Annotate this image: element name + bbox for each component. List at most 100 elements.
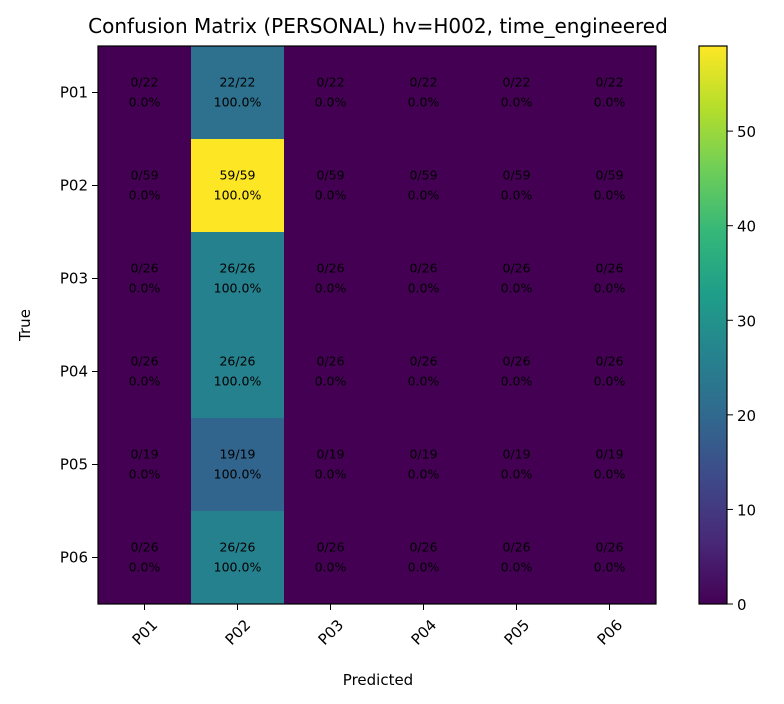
- cell-percent-label: 0.0%: [315, 467, 347, 482]
- heatmap-cell: [191, 325, 285, 419]
- heatmap-cell: [377, 511, 471, 605]
- cell-count-label: 0/19: [502, 447, 530, 462]
- cell-percent-label: 0.0%: [129, 467, 161, 482]
- cell-percent-label: 0.0%: [129, 95, 161, 110]
- cell-percent-label: 0.0%: [594, 95, 626, 110]
- cell-percent-label: 0.0%: [315, 560, 347, 575]
- heatmap-cell: [284, 139, 378, 233]
- cell-count-label: 0/26: [595, 354, 623, 369]
- cell-count-label: 26/26: [219, 354, 255, 369]
- cell-count-label: 0/26: [316, 540, 344, 555]
- cell-count-label: 0/26: [409, 261, 437, 276]
- y-tick-label: P06: [60, 549, 88, 567]
- cell-count-label: 0/26: [502, 261, 530, 276]
- colorbar-ticks: 0 10 20 30 40 50: [727, 123, 756, 614]
- cell-percent-label: 0.0%: [501, 95, 533, 110]
- cell-count-label: 0/26: [316, 354, 344, 369]
- x-axis-ticks: P01 P02 P03 P04 P05 P06: [129, 604, 627, 649]
- cell-count-label: 0/26: [409, 354, 437, 369]
- cell-percent-label: 0.0%: [315, 374, 347, 389]
- cell-count-label: 0/22: [595, 75, 623, 90]
- heatmap-cell: [191, 139, 285, 233]
- cell-count-label: 0/26: [130, 261, 158, 276]
- cell-count-label: 0/19: [409, 447, 437, 462]
- cell-percent-label: 0.0%: [594, 374, 626, 389]
- cell-count-label: 0/22: [130, 75, 158, 90]
- y-tick-label: P02: [60, 177, 88, 195]
- cell-count-label: 0/59: [595, 168, 623, 183]
- cell-count-label: 0/59: [502, 168, 530, 183]
- cell-count-label: 0/26: [130, 540, 158, 555]
- cell-count-label: 0/59: [130, 168, 158, 183]
- heatmap-cell: [98, 511, 192, 605]
- heatmap-cell: [191, 232, 285, 326]
- heatmap-cell: [98, 232, 192, 326]
- heatmap-cell: [284, 325, 378, 419]
- x-tick-label: P02: [222, 616, 255, 649]
- heatmap-cell: [470, 511, 564, 605]
- heatmap-cell: [377, 325, 471, 419]
- cell-count-label: 0/22: [409, 75, 437, 90]
- cell-percent-label: 0.0%: [315, 188, 347, 203]
- cell-percent-label: 0.0%: [129, 560, 161, 575]
- heatmap-cell: [98, 139, 192, 233]
- cell-count-label: 0/19: [130, 447, 158, 462]
- cell-percent-label: 0.0%: [408, 467, 440, 482]
- y-axis-ticks: P01 P02 P03 P04 P05 P06: [60, 84, 98, 567]
- heatmap-cell: [470, 46, 564, 140]
- cell-count-label: 26/26: [219, 261, 255, 276]
- heatmap-cell: [377, 232, 471, 326]
- heatmap-cell: [377, 418, 471, 512]
- x-tick-label: P01: [129, 616, 162, 649]
- heatmap-cell: [377, 139, 471, 233]
- cell-percent-label: 0.0%: [501, 188, 533, 203]
- heatmap-cell: [98, 325, 192, 419]
- cell-count-label: 0/26: [502, 540, 530, 555]
- heatmap-cell: [563, 46, 657, 140]
- cell-count-label: 19/19: [219, 447, 255, 462]
- heatmap-cell: [563, 232, 657, 326]
- y-tick-label: P03: [60, 270, 88, 288]
- cell-percent-label: 100.0%: [214, 188, 262, 203]
- cell-count-label: 0/26: [595, 261, 623, 276]
- cell-count-label: 22/22: [219, 75, 255, 90]
- heatmap-cell: [563, 511, 657, 605]
- colorbar: [698, 45, 728, 605]
- cell-percent-label: 0.0%: [408, 374, 440, 389]
- plot-frame: [97, 45, 657, 605]
- heatmap-cell: [284, 511, 378, 605]
- cell-count-label: 0/19: [595, 447, 623, 462]
- cell-percent-label: 0.0%: [594, 560, 626, 575]
- cell-percent-label: 0.0%: [594, 188, 626, 203]
- cell-percent-label: 100.0%: [214, 281, 262, 296]
- cell-count-label: 0/59: [409, 168, 437, 183]
- colorbar-tick-label: 0: [737, 596, 747, 614]
- heatmap-cell: [470, 418, 564, 512]
- heatmap-cell: [98, 46, 192, 140]
- cell-percent-label: 0.0%: [129, 281, 161, 296]
- heatmap-cell: [563, 418, 657, 512]
- cell-percent-label: 0.0%: [129, 374, 161, 389]
- cell-count-label: 0/22: [502, 75, 530, 90]
- y-tick-label: P01: [60, 84, 88, 102]
- cell-percent-label: 0.0%: [129, 188, 161, 203]
- cell-percent-label: 100.0%: [214, 374, 262, 389]
- heatmap-cell: [563, 325, 657, 419]
- heatmap-cell: [377, 46, 471, 140]
- cell-percent-label: 0.0%: [408, 188, 440, 203]
- cell-count-label: 0/26: [502, 354, 530, 369]
- heatmap-cell: [284, 232, 378, 326]
- x-tick-label: P06: [594, 616, 627, 649]
- cell-count-label: 26/26: [219, 540, 255, 555]
- x-tick-label: P03: [315, 616, 348, 649]
- y-tick-label: P05: [60, 456, 88, 474]
- cell-percent-label: 0.0%: [594, 281, 626, 296]
- cell-count-label: 59/59: [219, 168, 255, 183]
- cell-percent-label: 0.0%: [501, 467, 533, 482]
- colorbar-tick-label: 40: [737, 218, 756, 236]
- heatmap-cell: [284, 418, 378, 512]
- heatmap-cell: [470, 325, 564, 419]
- heatmap-cells: [98, 46, 657, 605]
- cell-count-label: 0/26: [316, 261, 344, 276]
- y-tick-label: P04: [60, 363, 88, 381]
